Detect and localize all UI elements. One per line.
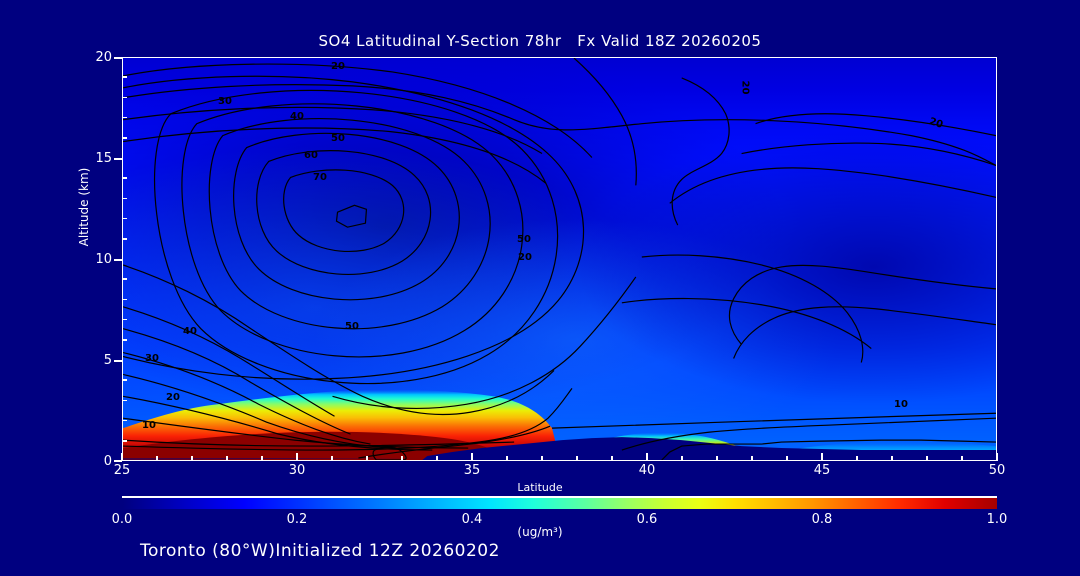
colorbar-tick-label: 0.8 xyxy=(811,512,833,527)
colorbar-units-label: (ug/m³) xyxy=(517,525,563,539)
y-minor-tick-mark xyxy=(122,116,127,119)
y-tick-label: 10 xyxy=(95,252,112,267)
contour-label: 40 xyxy=(290,111,304,122)
x-minor-tick-mark xyxy=(261,456,263,461)
contour-label: 20 xyxy=(166,392,180,403)
x-tick-label: 30 xyxy=(288,463,306,478)
y-tick-mark xyxy=(114,360,122,362)
x-minor-tick-mark xyxy=(681,456,683,461)
y-minor-tick-mark xyxy=(122,298,127,301)
x-minor-tick-mark xyxy=(961,456,963,461)
x-minor-tick-mark xyxy=(751,456,753,461)
colorbar-tick-label: 0.2 xyxy=(286,512,308,527)
y-minor-tick-mark xyxy=(122,217,127,220)
x-minor-tick-mark xyxy=(856,456,858,461)
contour-label: 10 xyxy=(894,399,908,410)
colorbar-tick-label: 1.0 xyxy=(986,512,1008,527)
x-minor-tick-mark xyxy=(611,456,613,461)
x-minor-tick-mark xyxy=(506,456,508,461)
x-tick-label: 25 xyxy=(113,463,131,478)
x-tick-label: 45 xyxy=(813,463,831,478)
y-minor-tick-mark xyxy=(122,76,127,78)
x-minor-tick-mark xyxy=(576,456,578,461)
y-tick-mark xyxy=(114,57,122,59)
figure-caption: Toronto (80°W)Initialized 12Z 20260202 xyxy=(140,541,500,561)
x-tick-mark xyxy=(996,453,998,461)
y-tick-label: 20 xyxy=(95,50,112,65)
contour-label: 20 xyxy=(739,80,751,95)
y-minor-tick-mark xyxy=(122,278,127,280)
contour-label: 60 xyxy=(304,150,318,161)
contour-line-layer xyxy=(123,58,996,460)
contour-label: 70 xyxy=(313,172,327,183)
x-tick-mark xyxy=(821,453,823,461)
x-tick-mark xyxy=(296,453,298,461)
x-minor-tick-mark xyxy=(926,456,928,461)
x-minor-tick-mark xyxy=(786,456,788,461)
y-minor-tick-mark xyxy=(122,318,127,321)
y-minor-tick-mark xyxy=(122,96,127,99)
x-minor-tick-mark xyxy=(541,456,543,461)
y-minor-tick-mark xyxy=(122,177,127,179)
x-minor-tick-mark xyxy=(156,456,158,461)
contour-label: 30 xyxy=(218,96,232,107)
y-tick-mark xyxy=(114,158,122,160)
x-minor-tick-mark xyxy=(401,456,403,461)
contour-label: 50 xyxy=(331,133,345,144)
y-tick-label: 15 xyxy=(95,151,112,166)
y-minor-tick-mark xyxy=(122,419,127,422)
x-minor-tick-mark xyxy=(366,456,368,461)
contour-label: 40 xyxy=(183,326,197,337)
plot-area: 20 30 40 50 60 70 50 20 40 50 30 20 60 1… xyxy=(122,57,997,461)
y-minor-tick-mark xyxy=(122,440,127,442)
y-tick-label: 5 xyxy=(103,353,112,368)
x-tick-mark xyxy=(646,453,648,461)
y-minor-tick-mark xyxy=(122,238,127,240)
contour-label: 30 xyxy=(145,353,159,364)
contour-label: 50 xyxy=(517,234,531,245)
contour-label: 20 xyxy=(331,61,345,72)
y-tick-mark xyxy=(114,460,122,462)
contour-label: 50 xyxy=(345,321,359,332)
page-title: SO4 Latitudinal Y-Section 78hr Fx Valid … xyxy=(318,32,762,50)
y-minor-tick-mark xyxy=(122,137,127,139)
x-minor-tick-mark xyxy=(226,456,228,461)
y-minor-tick-mark xyxy=(122,197,127,200)
x-minor-tick-mark xyxy=(891,456,893,461)
x-tick-label: 35 xyxy=(463,463,481,478)
contour-label: 10 xyxy=(142,420,156,431)
x-tick-mark xyxy=(121,453,123,461)
y-axis-label: Altitude (km) xyxy=(77,167,91,247)
colorbar-tick-label: 0.0 xyxy=(111,512,133,527)
colorbar-tick-label: 0.4 xyxy=(461,512,483,527)
x-tick-label: 50 xyxy=(988,463,1006,478)
y-minor-tick-mark xyxy=(122,339,127,341)
y-tick-mark xyxy=(114,259,122,261)
x-minor-tick-mark xyxy=(191,456,193,461)
x-minor-tick-mark xyxy=(436,456,438,461)
x-tick-label: 40 xyxy=(638,463,656,478)
x-axis-label: Latitude xyxy=(517,481,563,494)
colorbar-tick-label: 0.6 xyxy=(636,512,658,527)
y-minor-tick-mark xyxy=(122,399,127,402)
y-tick-label: 0 xyxy=(103,454,112,469)
y-minor-tick-mark xyxy=(122,379,127,381)
x-minor-tick-mark xyxy=(716,456,718,461)
contour-label: 20 xyxy=(518,252,532,263)
colorbar xyxy=(122,498,997,509)
x-tick-mark xyxy=(471,453,473,461)
x-minor-tick-mark xyxy=(331,456,333,461)
